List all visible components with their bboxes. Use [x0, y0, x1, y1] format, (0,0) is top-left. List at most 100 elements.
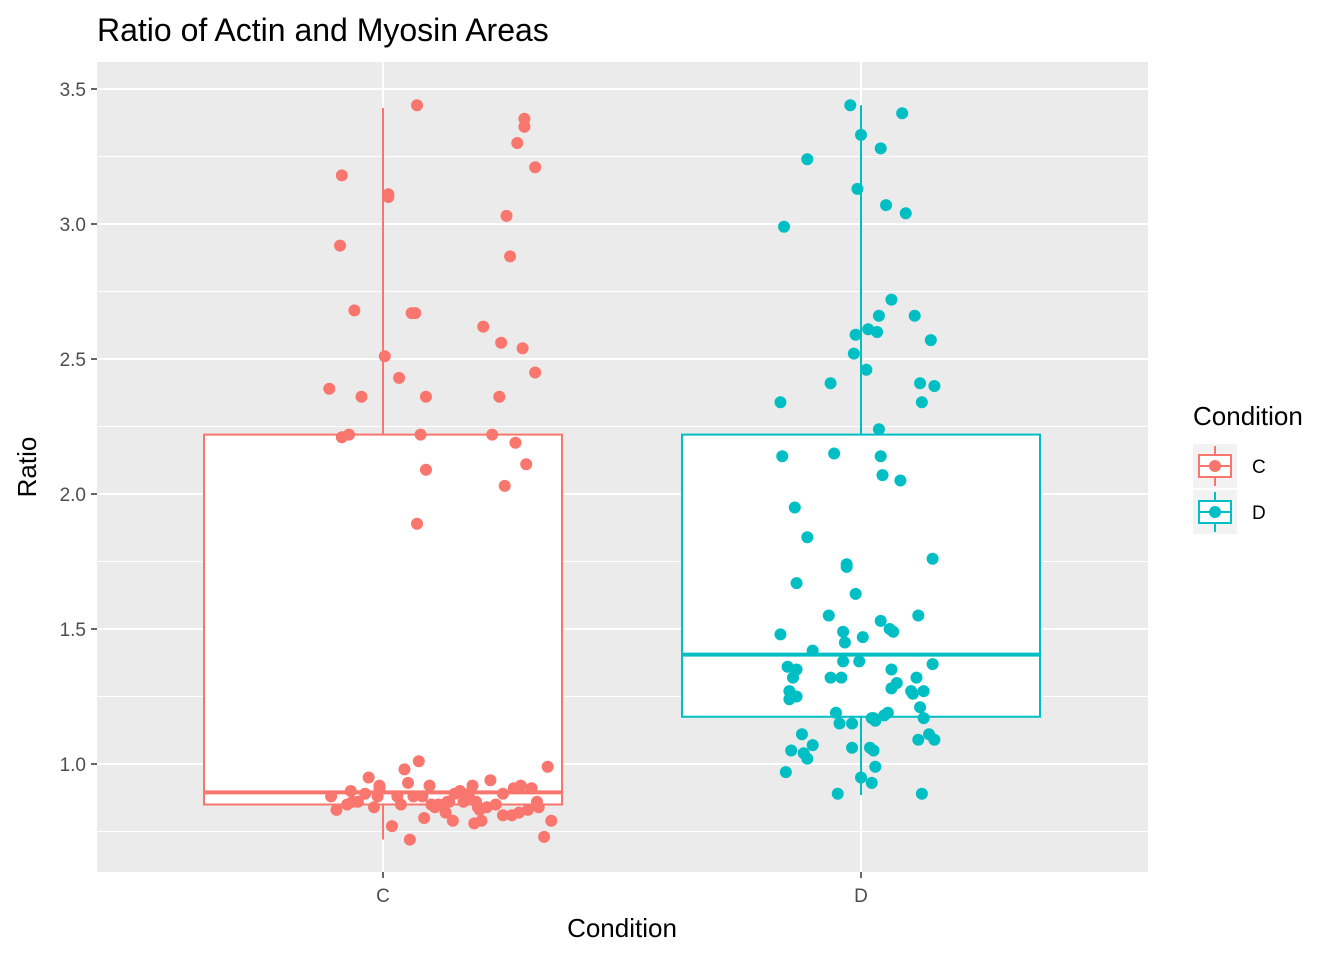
point-C [493, 390, 506, 403]
point-D [915, 396, 928, 409]
box-iqr [681, 433, 1041, 718]
point-C [496, 809, 509, 822]
point-D [887, 625, 900, 638]
point-D [853, 655, 866, 668]
point-D [885, 663, 898, 676]
point-C [532, 801, 545, 814]
point-D [899, 207, 912, 220]
point-D [869, 760, 882, 773]
point-C [459, 793, 472, 806]
point-C [489, 798, 502, 811]
point-D [872, 423, 885, 436]
point-C [414, 428, 427, 441]
point-C [334, 239, 347, 252]
x-axis-title: Condition [567, 913, 677, 943]
point-C [393, 371, 406, 384]
point-D [881, 706, 894, 719]
point-D [874, 450, 887, 463]
point-C [441, 795, 454, 808]
point-C [407, 790, 420, 803]
box-D [681, 105, 1041, 796]
data-points [323, 99, 941, 846]
point-D [851, 182, 864, 195]
point-C [418, 812, 431, 824]
point-C [344, 785, 357, 797]
point-C [509, 436, 522, 449]
point-C [403, 833, 416, 846]
point-D [779, 766, 792, 779]
point-D [917, 685, 930, 698]
point-D [860, 363, 873, 376]
point-D [801, 153, 814, 166]
point-D [785, 744, 798, 757]
point-C [511, 137, 524, 149]
point-C [525, 782, 538, 795]
point-C [412, 755, 425, 768]
point-D [908, 309, 921, 322]
point-D [822, 609, 835, 622]
point-C [411, 517, 424, 530]
point-D [896, 107, 909, 120]
point-C [351, 795, 364, 808]
point-C [466, 779, 479, 792]
point-D [874, 142, 887, 155]
point-C [325, 790, 338, 803]
y-tick-label: 1.0 [60, 755, 86, 776]
point-D [867, 744, 880, 757]
point-C [409, 307, 422, 320]
point-C [382, 191, 395, 203]
y-tick-label: 2.5 [60, 350, 86, 371]
point-D [926, 658, 939, 671]
point-D [790, 690, 803, 703]
point-C [402, 776, 415, 789]
point-D [831, 787, 844, 800]
point-D [917, 712, 930, 725]
point-C [529, 161, 542, 174]
x-tick-label: D [854, 886, 868, 907]
point-C [500, 209, 513, 222]
point-D [914, 701, 927, 714]
point-D [869, 714, 882, 727]
point-C [355, 390, 368, 403]
point-D [849, 328, 862, 341]
point-D [926, 552, 939, 565]
point-D [847, 347, 860, 360]
point-C [498, 479, 511, 492]
point-C [416, 790, 429, 803]
point-C [538, 830, 551, 843]
chart-title: Ratio of Actin and Myosin Areas [97, 12, 549, 48]
point-D [910, 671, 923, 684]
point-D [829, 706, 842, 719]
point-C [516, 342, 529, 355]
legend-entries: CD [1193, 444, 1266, 534]
point-C [373, 779, 386, 792]
point-D [778, 220, 791, 233]
point-D [790, 577, 803, 590]
point-C [419, 463, 432, 476]
point-D [790, 663, 803, 676]
point-D [924, 334, 937, 347]
point-C [545, 814, 558, 827]
point-D [801, 752, 814, 765]
point-D [890, 677, 903, 689]
x-tick-label: C [376, 886, 390, 907]
legend-label: D [1252, 503, 1266, 524]
point-D [776, 450, 789, 463]
point-D [855, 128, 867, 141]
point-D [788, 501, 801, 514]
point-C [323, 382, 336, 395]
point-D [876, 469, 889, 482]
point-D [856, 631, 869, 644]
point-D [833, 717, 846, 730]
y-tick-label: 2.0 [60, 485, 86, 506]
point-C [477, 320, 490, 333]
point-C [419, 390, 432, 403]
point-D [801, 531, 814, 544]
point-C [411, 99, 424, 112]
point-C [330, 803, 343, 816]
point-C [394, 798, 407, 811]
point-C [362, 771, 375, 784]
point-D [885, 293, 898, 306]
y-tick-label: 3.0 [60, 215, 86, 236]
